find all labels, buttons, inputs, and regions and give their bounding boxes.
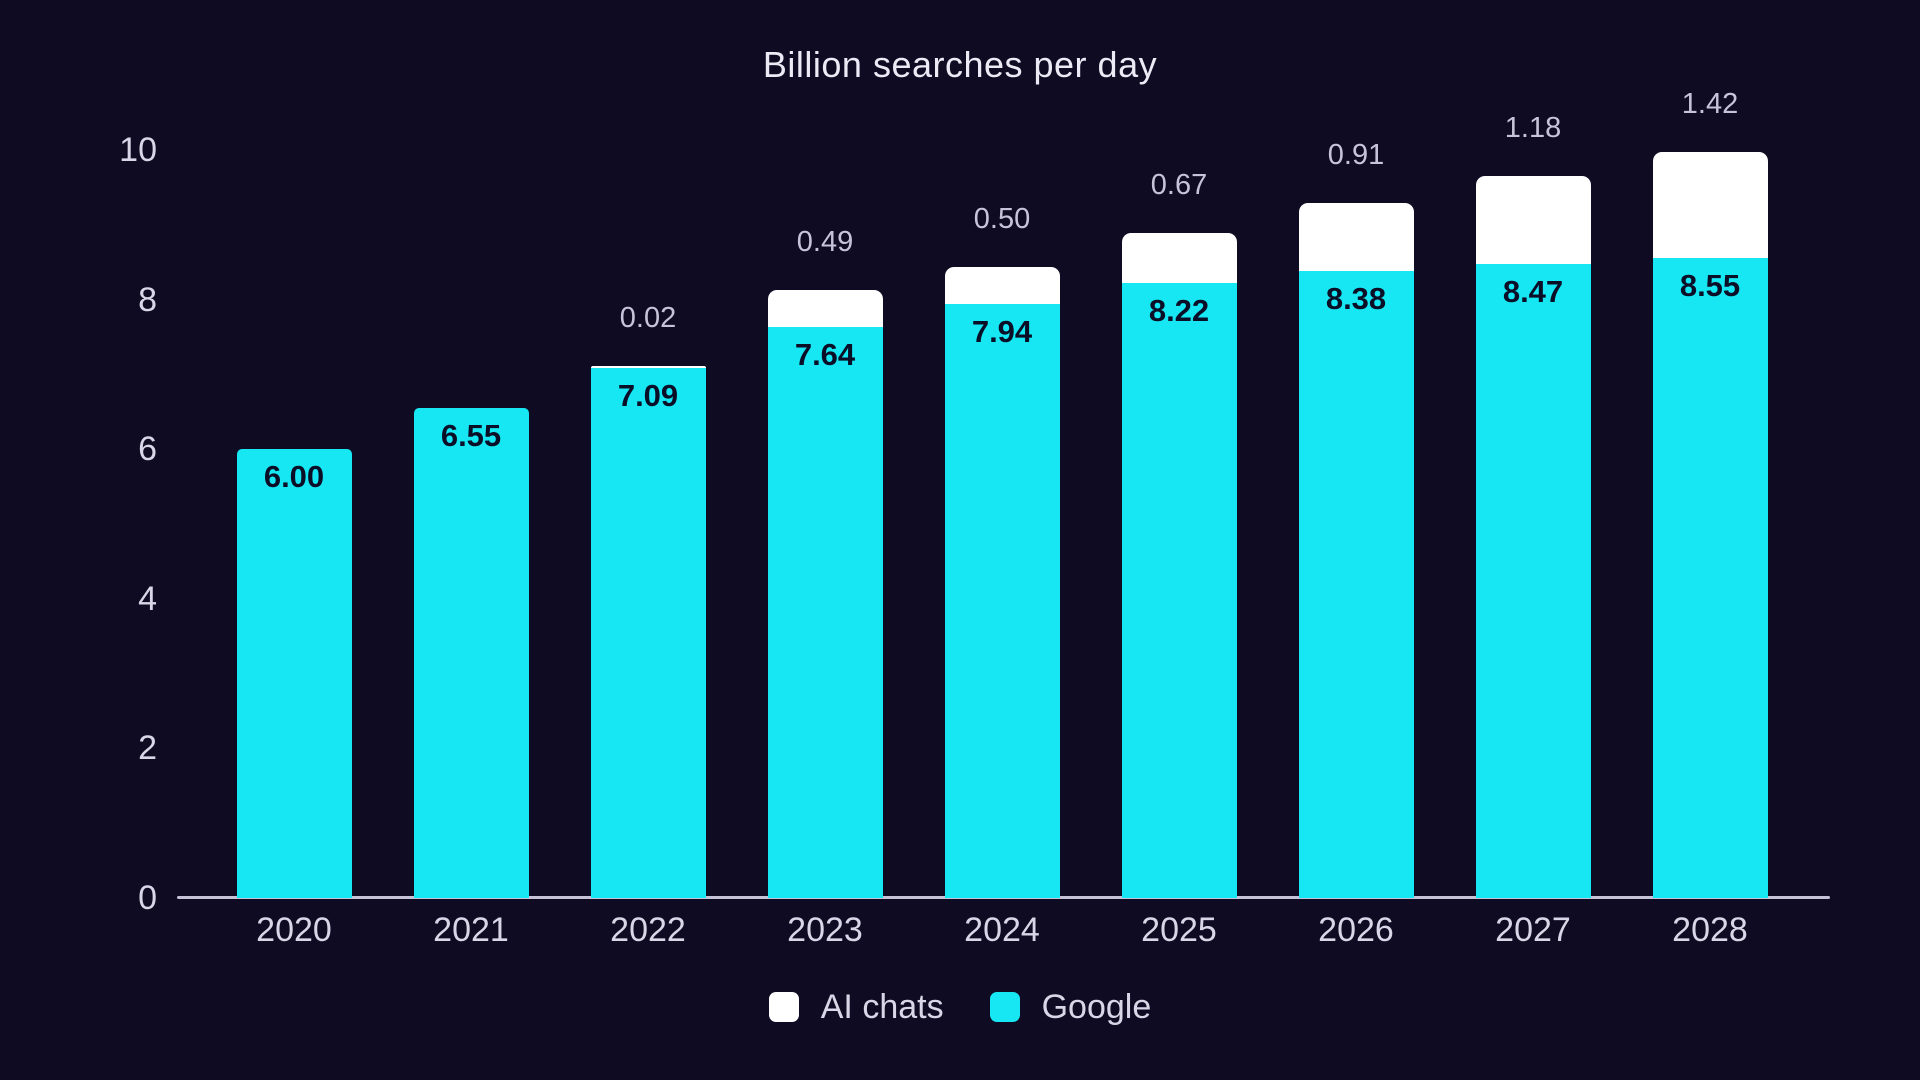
google-value-label-2020: 6.00 [263, 459, 325, 495]
x-tick-2020: 2020 [256, 911, 332, 949]
ai-chats-value-label-2028: 1.42 [1681, 88, 1739, 121]
bar-ai-chats-2028 [1652, 152, 1768, 259]
legend-item-google: Google [989, 987, 1152, 1027]
bar-google-2022: 7.09 [590, 367, 706, 898]
x-tick-2028: 2028 [1672, 911, 1748, 949]
ai-chats-value-label-2024: 0.50 [973, 202, 1031, 235]
legend-label-google: Google [1041, 988, 1152, 1026]
ai-chats-value-label-2023: 0.49 [796, 225, 854, 258]
legend: AI chats Google [0, 987, 1920, 1027]
bar-ai-chats-2024 [944, 266, 1060, 305]
google-value-label-2026: 8.38 [1325, 281, 1387, 317]
bar-ai-chats-2022 [590, 366, 706, 368]
google-value-label-2028: 8.55 [1679, 268, 1741, 304]
google-value-label-2022: 7.09 [617, 377, 679, 413]
x-tick-2027: 2027 [1495, 911, 1571, 949]
bar-google-2026: 8.38 [1298, 271, 1414, 898]
ai-chats-value-label-2027: 1.18 [1504, 112, 1562, 145]
y-tick-10: 10 [119, 131, 157, 169]
google-value-label-2023: 7.64 [794, 336, 856, 372]
bar-google-2021: 6.55 [413, 408, 529, 898]
x-tick-2024: 2024 [964, 911, 1040, 949]
bar-google-2028: 8.55 [1652, 258, 1768, 898]
chart-title: Billion searches per day [762, 44, 1158, 85]
bar-google-2025: 8.22 [1121, 283, 1237, 898]
x-tick-2022: 2022 [610, 911, 686, 949]
google-swatch-icon [989, 992, 1020, 1022]
google-value-label-2024: 7.94 [971, 314, 1033, 350]
ai-chats-value-label-2022: 0.02 [619, 302, 677, 335]
x-tick-2021: 2021 [433, 911, 509, 949]
x-tick-2023: 2023 [787, 911, 863, 949]
y-tick-6: 6 [138, 430, 157, 469]
x-tick-2026: 2026 [1318, 911, 1394, 949]
bar-ai-chats-2023 [767, 289, 883, 327]
bar-ai-chats-2025 [1121, 233, 1237, 284]
y-tick-8: 8 [138, 280, 157, 319]
google-value-label-2027: 8.47 [1502, 274, 1564, 310]
bar-google-2023: 7.64 [767, 326, 883, 898]
bar-google-2027: 8.47 [1475, 264, 1591, 898]
ai-chats-swatch-icon [768, 992, 799, 1022]
ai-chats-value-label-2025: 0.67 [1150, 169, 1208, 202]
legend-label-ai-chats: AI chats [820, 988, 944, 1026]
bar-google-2020: 6.00 [236, 449, 352, 898]
y-tick-2: 2 [138, 729, 157, 768]
y-tick-4: 4 [138, 579, 157, 618]
y-tick-0: 0 [138, 879, 157, 917]
google-value-label-2025: 8.22 [1148, 293, 1210, 329]
google-value-label-2021: 6.55 [440, 418, 502, 454]
bar-ai-chats-2026 [1298, 203, 1414, 272]
x-tick-2025: 2025 [1141, 911, 1217, 949]
bar-ai-chats-2027 [1475, 176, 1591, 265]
bar-google-2024: 7.94 [944, 304, 1060, 898]
ai-chats-value-label-2026: 0.91 [1327, 139, 1385, 172]
legend-item-ai-chats: AI chats [768, 987, 944, 1027]
